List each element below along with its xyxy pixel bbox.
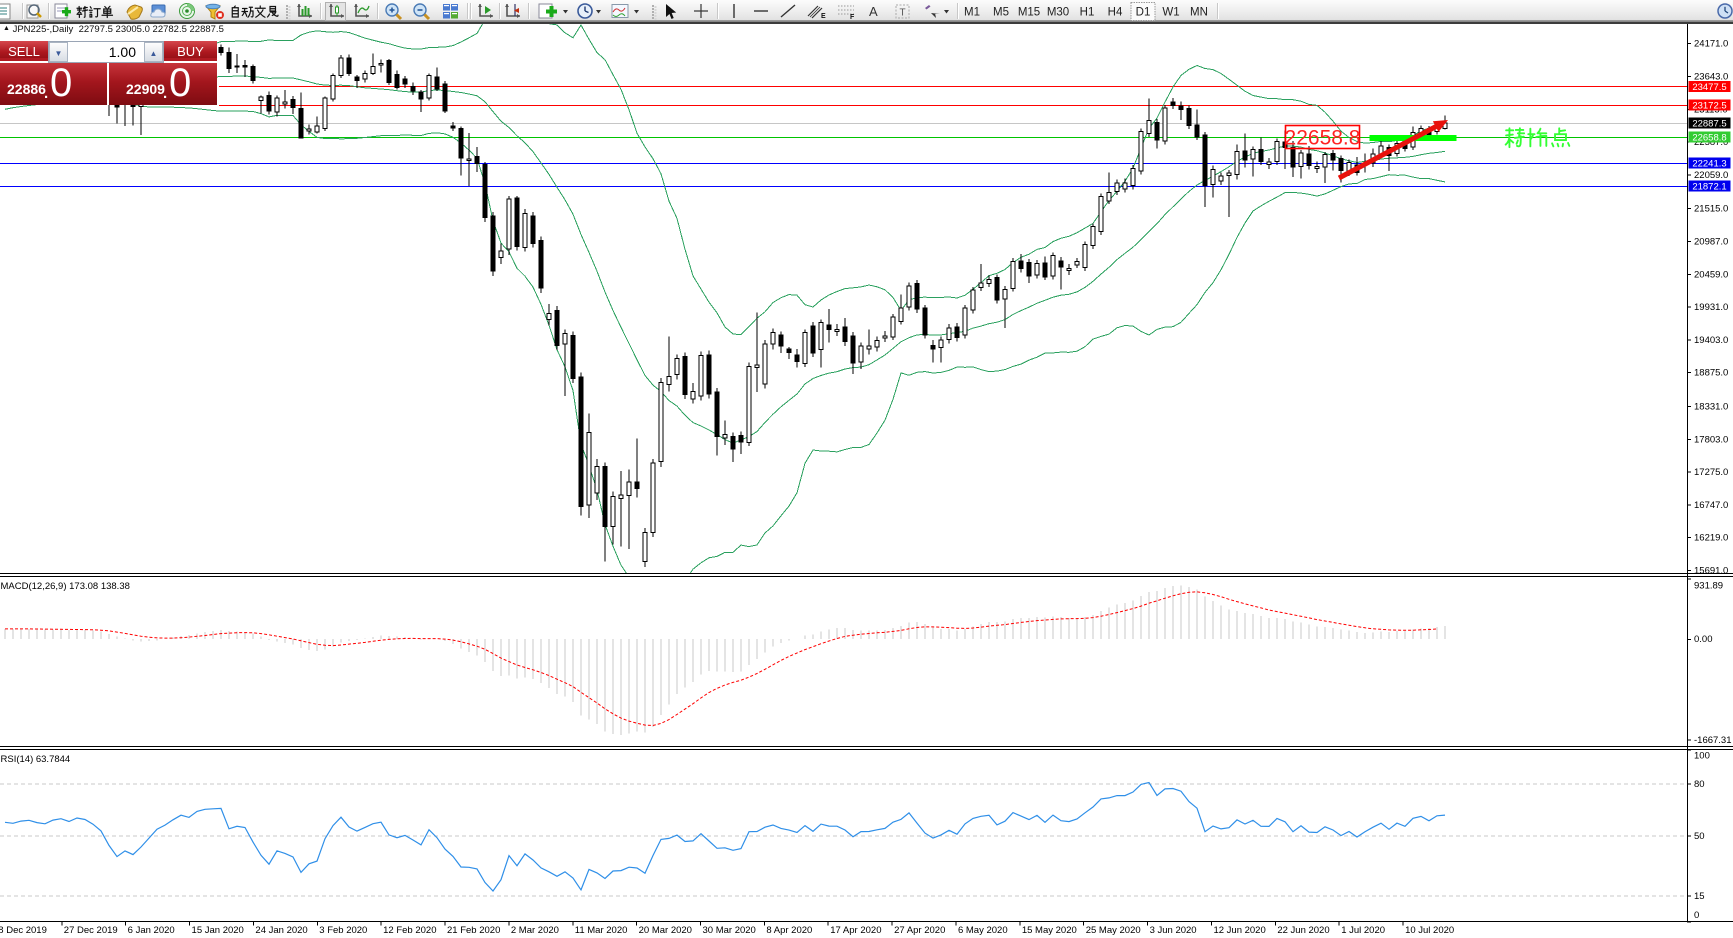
svg-text:11 Mar 2020: 11 Mar 2020 [575, 925, 628, 936]
svg-text:100: 100 [1694, 751, 1710, 762]
svg-text:27 Dec 2019: 27 Dec 2019 [64, 925, 118, 936]
svg-text:0.00: 0.00 [1694, 634, 1713, 645]
svg-text:20459.0: 20459.0 [1694, 269, 1728, 280]
svg-text:16747.0: 16747.0 [1694, 500, 1728, 511]
svg-text:80: 80 [1694, 779, 1705, 790]
svg-text:27 Apr 2020: 27 Apr 2020 [894, 925, 945, 936]
svg-text:15 May 2020: 15 May 2020 [1022, 925, 1077, 936]
svg-text:23643.0: 23643.0 [1694, 72, 1728, 83]
svg-text:F: F [850, 14, 855, 21]
svg-text:24 Jan 2020: 24 Jan 2020 [255, 925, 307, 936]
svg-text:22658.8: 22658.8 [1692, 133, 1726, 144]
svg-text:M1: M1 [964, 7, 980, 19]
svg-text:15 Jan 2020: 15 Jan 2020 [192, 925, 244, 936]
svg-text:18331.0: 18331.0 [1694, 401, 1728, 412]
svg-text:22887.5: 22887.5 [1692, 118, 1726, 129]
svg-text:M15: M15 [1018, 7, 1040, 19]
svg-text:E: E [821, 13, 826, 20]
svg-text:T: T [900, 8, 906, 19]
svg-text:21 Feb 2020: 21 Feb 2020 [447, 925, 500, 936]
svg-text:15691.0: 15691.0 [1694, 565, 1728, 576]
svg-text:17803.0: 17803.0 [1694, 434, 1728, 445]
svg-text:22 Jun 2020: 22 Jun 2020 [1277, 925, 1329, 936]
svg-text:24171.0: 24171.0 [1694, 39, 1728, 50]
svg-text:16219.0: 16219.0 [1694, 533, 1728, 544]
svg-text:M5: M5 [993, 7, 1009, 19]
svg-text:21872.1: 21872.1 [1692, 182, 1726, 193]
svg-text:D1: D1 [1136, 7, 1151, 19]
svg-text:MACD(12,26,9) 173.08 138.38: MACD(12,26,9) 173.08 138.38 [1, 581, 130, 592]
svg-text:931.89: 931.89 [1694, 581, 1723, 592]
svg-text:19403.0: 19403.0 [1694, 335, 1728, 346]
svg-text:20 Mar 2020: 20 Mar 2020 [639, 925, 692, 936]
svg-text:H1: H1 [1080, 7, 1095, 19]
svg-text:15: 15 [1694, 891, 1705, 902]
svg-text:23172.5: 23172.5 [1692, 101, 1726, 112]
svg-text:2 Mar 2020: 2 Mar 2020 [511, 925, 559, 936]
svg-text:12 Feb 2020: 12 Feb 2020 [383, 925, 436, 936]
svg-text:3 Jun 2020: 3 Jun 2020 [1150, 925, 1197, 936]
svg-text:MN: MN [1190, 7, 1208, 19]
svg-text:25 May 2020: 25 May 2020 [1086, 925, 1141, 936]
svg-text:1 Jul 2020: 1 Jul 2020 [1341, 925, 1385, 936]
svg-text:A: A [869, 4, 878, 19]
svg-text:M30: M30 [1047, 7, 1069, 19]
svg-text:18875.0: 18875.0 [1694, 368, 1728, 379]
svg-text:50: 50 [1694, 831, 1705, 842]
svg-text:6 May 2020: 6 May 2020 [958, 925, 1008, 936]
svg-text:RSI(14) 63.7844: RSI(14) 63.7844 [1, 754, 71, 765]
svg-text:6 Jan 2020: 6 Jan 2020 [128, 925, 175, 936]
svg-text:22241.3: 22241.3 [1692, 159, 1726, 170]
svg-text:18 Dec 2019: 18 Dec 2019 [0, 925, 47, 936]
svg-text:10 Jul 2020: 10 Jul 2020 [1405, 925, 1454, 936]
svg-text:19931.0: 19931.0 [1694, 302, 1728, 313]
svg-text:20987.0: 20987.0 [1694, 236, 1728, 247]
svg-text:17275.0: 17275.0 [1694, 467, 1728, 478]
svg-text:22658.8: 22658.8 [1285, 127, 1361, 150]
svg-text:23477.5: 23477.5 [1692, 82, 1726, 93]
svg-text:17 Apr 2020: 17 Apr 2020 [830, 925, 881, 936]
svg-text:8 Apr 2020: 8 Apr 2020 [766, 925, 812, 936]
svg-text:3 Feb 2020: 3 Feb 2020 [319, 925, 367, 936]
svg-text:-1667.31: -1667.31 [1694, 735, 1732, 746]
svg-text:H4: H4 [1108, 7, 1123, 19]
svg-text:12 Jun 2020: 12 Jun 2020 [1213, 925, 1265, 936]
svg-text:22059.0: 22059.0 [1694, 170, 1728, 181]
svg-text:21515.0: 21515.0 [1694, 204, 1728, 215]
svg-text:W1: W1 [1162, 7, 1179, 19]
svg-text:30 Mar 2020: 30 Mar 2020 [703, 925, 756, 936]
svg-text:0: 0 [1694, 910, 1699, 921]
